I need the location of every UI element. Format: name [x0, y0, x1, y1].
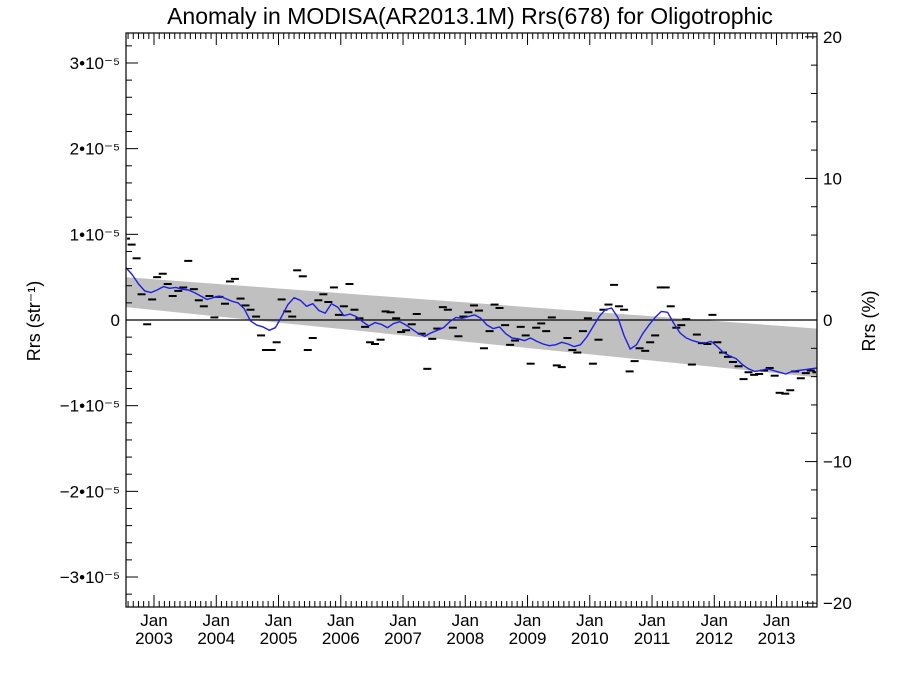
x-tick-month-label: Jan	[701, 611, 728, 630]
x-tick-month-label: Jan	[763, 611, 790, 630]
x-tick-month-label: Jan	[514, 611, 541, 630]
left-tick-label: 1•10⁻⁵	[70, 225, 120, 244]
right-tick-label: 10	[823, 169, 842, 188]
trend-band	[126, 277, 817, 378]
x-tick-year-label: 2013	[758, 629, 796, 648]
right-tick-label: 20	[823, 28, 842, 47]
x-tick-month-label: Jan	[327, 611, 354, 630]
smoothed-anomaly-line	[125, 267, 818, 375]
x-tick-month-label: Jan	[638, 611, 665, 630]
left-tick-label: −1•10⁻⁵	[60, 397, 120, 416]
right-tick-label: −10	[823, 453, 852, 472]
right-tick-label: 0	[823, 311, 832, 330]
left-tick-label: −3•10⁻⁵	[60, 568, 120, 587]
right-tick-label: −20	[823, 594, 852, 613]
x-tick-year-label: 2010	[571, 629, 609, 648]
x-tick-year-label: 2005	[260, 629, 298, 648]
x-tick-year-label: 2006	[322, 629, 360, 648]
x-tick-year-label: 2004	[197, 629, 235, 648]
x-tick-month-label: Jan	[140, 611, 167, 630]
x-tick-month-label: Jan	[576, 611, 603, 630]
left-tick-label: 0	[111, 311, 120, 330]
x-tick-month-label: Jan	[203, 611, 230, 630]
x-tick-year-label: 2003	[135, 629, 173, 648]
chart-title: Anomaly in MODISA(AR2013.1M) Rrs(678) fo…	[167, 3, 773, 29]
x-tick-year-label: 2011	[634, 629, 671, 648]
left-tick-label: −2•10⁻⁵	[60, 482, 120, 501]
x-tick-year-label: 2012	[695, 629, 733, 648]
x-tick-year-label: 2009	[509, 629, 547, 648]
x-tick-month-label: Jan	[452, 611, 479, 630]
x-tick-month-label: Jan	[265, 611, 292, 630]
left-tick-label: 3•10⁻⁵	[70, 54, 120, 73]
y-axis-label-right: Rrs (%)	[859, 291, 879, 352]
y-axis-label-left: Rrs (str⁻¹)	[24, 281, 44, 361]
x-tick-year-label: 2008	[446, 629, 484, 648]
x-tick-month-label: Jan	[389, 611, 416, 630]
left-tick-label: 2•10⁻⁵	[70, 140, 120, 159]
x-tick-year-label: 2007	[384, 629, 422, 648]
